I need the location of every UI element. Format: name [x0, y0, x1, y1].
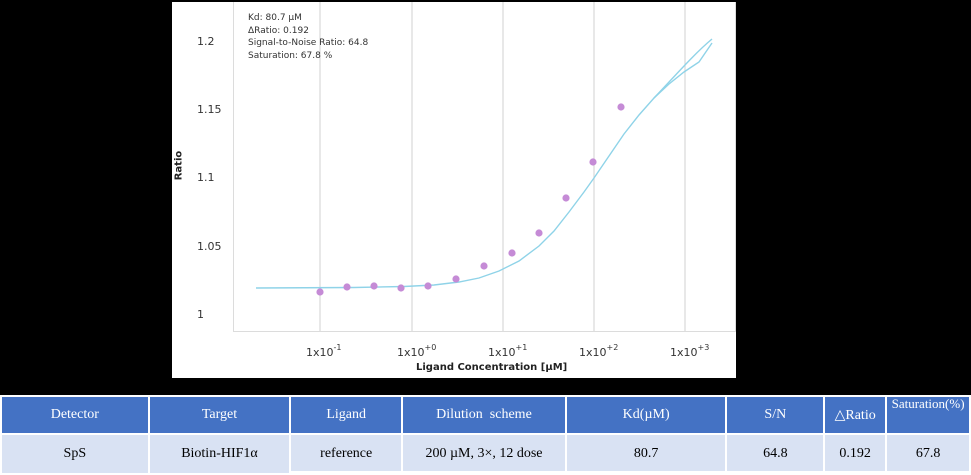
chart-panel: Kd: 80.7 µM ΔRatio: 0.192 Signal-to-Nois… — [172, 2, 736, 378]
cell-detector: SpS — [0, 433, 150, 475]
header-detector: Detector — [0, 395, 150, 435]
cell-saturation: 67.8 — [885, 433, 971, 475]
header-delta-ratio: △Ratio — [823, 395, 888, 435]
y-tick: 1.1 — [197, 171, 215, 184]
delta-ratio-stat: ΔRatio: 0.192 — [248, 25, 309, 36]
fit-curve — [255, 42, 713, 289]
saturation-stat: Saturation: 67.8 % — [248, 50, 333, 61]
fit-curve-tail — [653, 38, 713, 99]
header-sn: S/N — [725, 395, 826, 435]
x-tick: 1x10+2 — [579, 343, 619, 359]
kd-stat: Kd: 80.7 µM — [248, 13, 302, 23]
x-tick: 1x10+0 — [397, 343, 437, 359]
x-axis-label: Ligand Concentration [µM] — [416, 362, 568, 373]
x-tick: 1x10+1 — [488, 343, 528, 359]
y-axis-label: Ratio — [173, 150, 185, 181]
fit-stats-annotation: Kd: 80.7 µM ΔRatio: 0.192 Signal-to-Nois… — [248, 12, 368, 62]
plot-area — [233, 2, 736, 332]
x-tick: 1x10+3 — [670, 343, 710, 359]
x-tick: 1x10-1 — [306, 343, 342, 359]
cell-target: Biotin-HIF1α — [147, 433, 292, 475]
header-dilution-scheme: Dilution scheme — [401, 395, 567, 435]
y-tick: 1.2 — [197, 35, 215, 48]
header-kd: Kd(µM) — [564, 395, 728, 435]
y-tick: 1 — [197, 308, 204, 321]
footer-strip — [290, 471, 971, 474]
cell-delta-ratio: 0.192 — [823, 433, 888, 475]
header-target: Target — [147, 395, 292, 435]
header-ligand: Ligand — [289, 395, 404, 435]
snr-stat: Signal-to-Noise Ratio: 64.8 — [248, 38, 369, 48]
cell-dilution-scheme: 200 µM, 3×, 12 dose — [401, 433, 567, 475]
y-tick: 1.05 — [197, 240, 222, 253]
results-table: Detector Target Ligand Dilution scheme K… — [0, 395, 971, 475]
cell-ligand: reference — [289, 433, 404, 475]
y-tick: 1.15 — [197, 103, 222, 116]
chart-svg — [255, 2, 713, 331]
table-header-row: Detector Target Ligand Dilution scheme K… — [0, 395, 971, 435]
data-points — [316, 103, 625, 296]
header-saturation: Saturation(%) — [885, 395, 971, 435]
cell-sn: 64.8 — [725, 433, 826, 475]
table-row: SpS Biotin-HIF1α reference 200 µM, 3×, 1… — [0, 433, 971, 475]
cell-kd: 80.7 — [564, 433, 728, 475]
